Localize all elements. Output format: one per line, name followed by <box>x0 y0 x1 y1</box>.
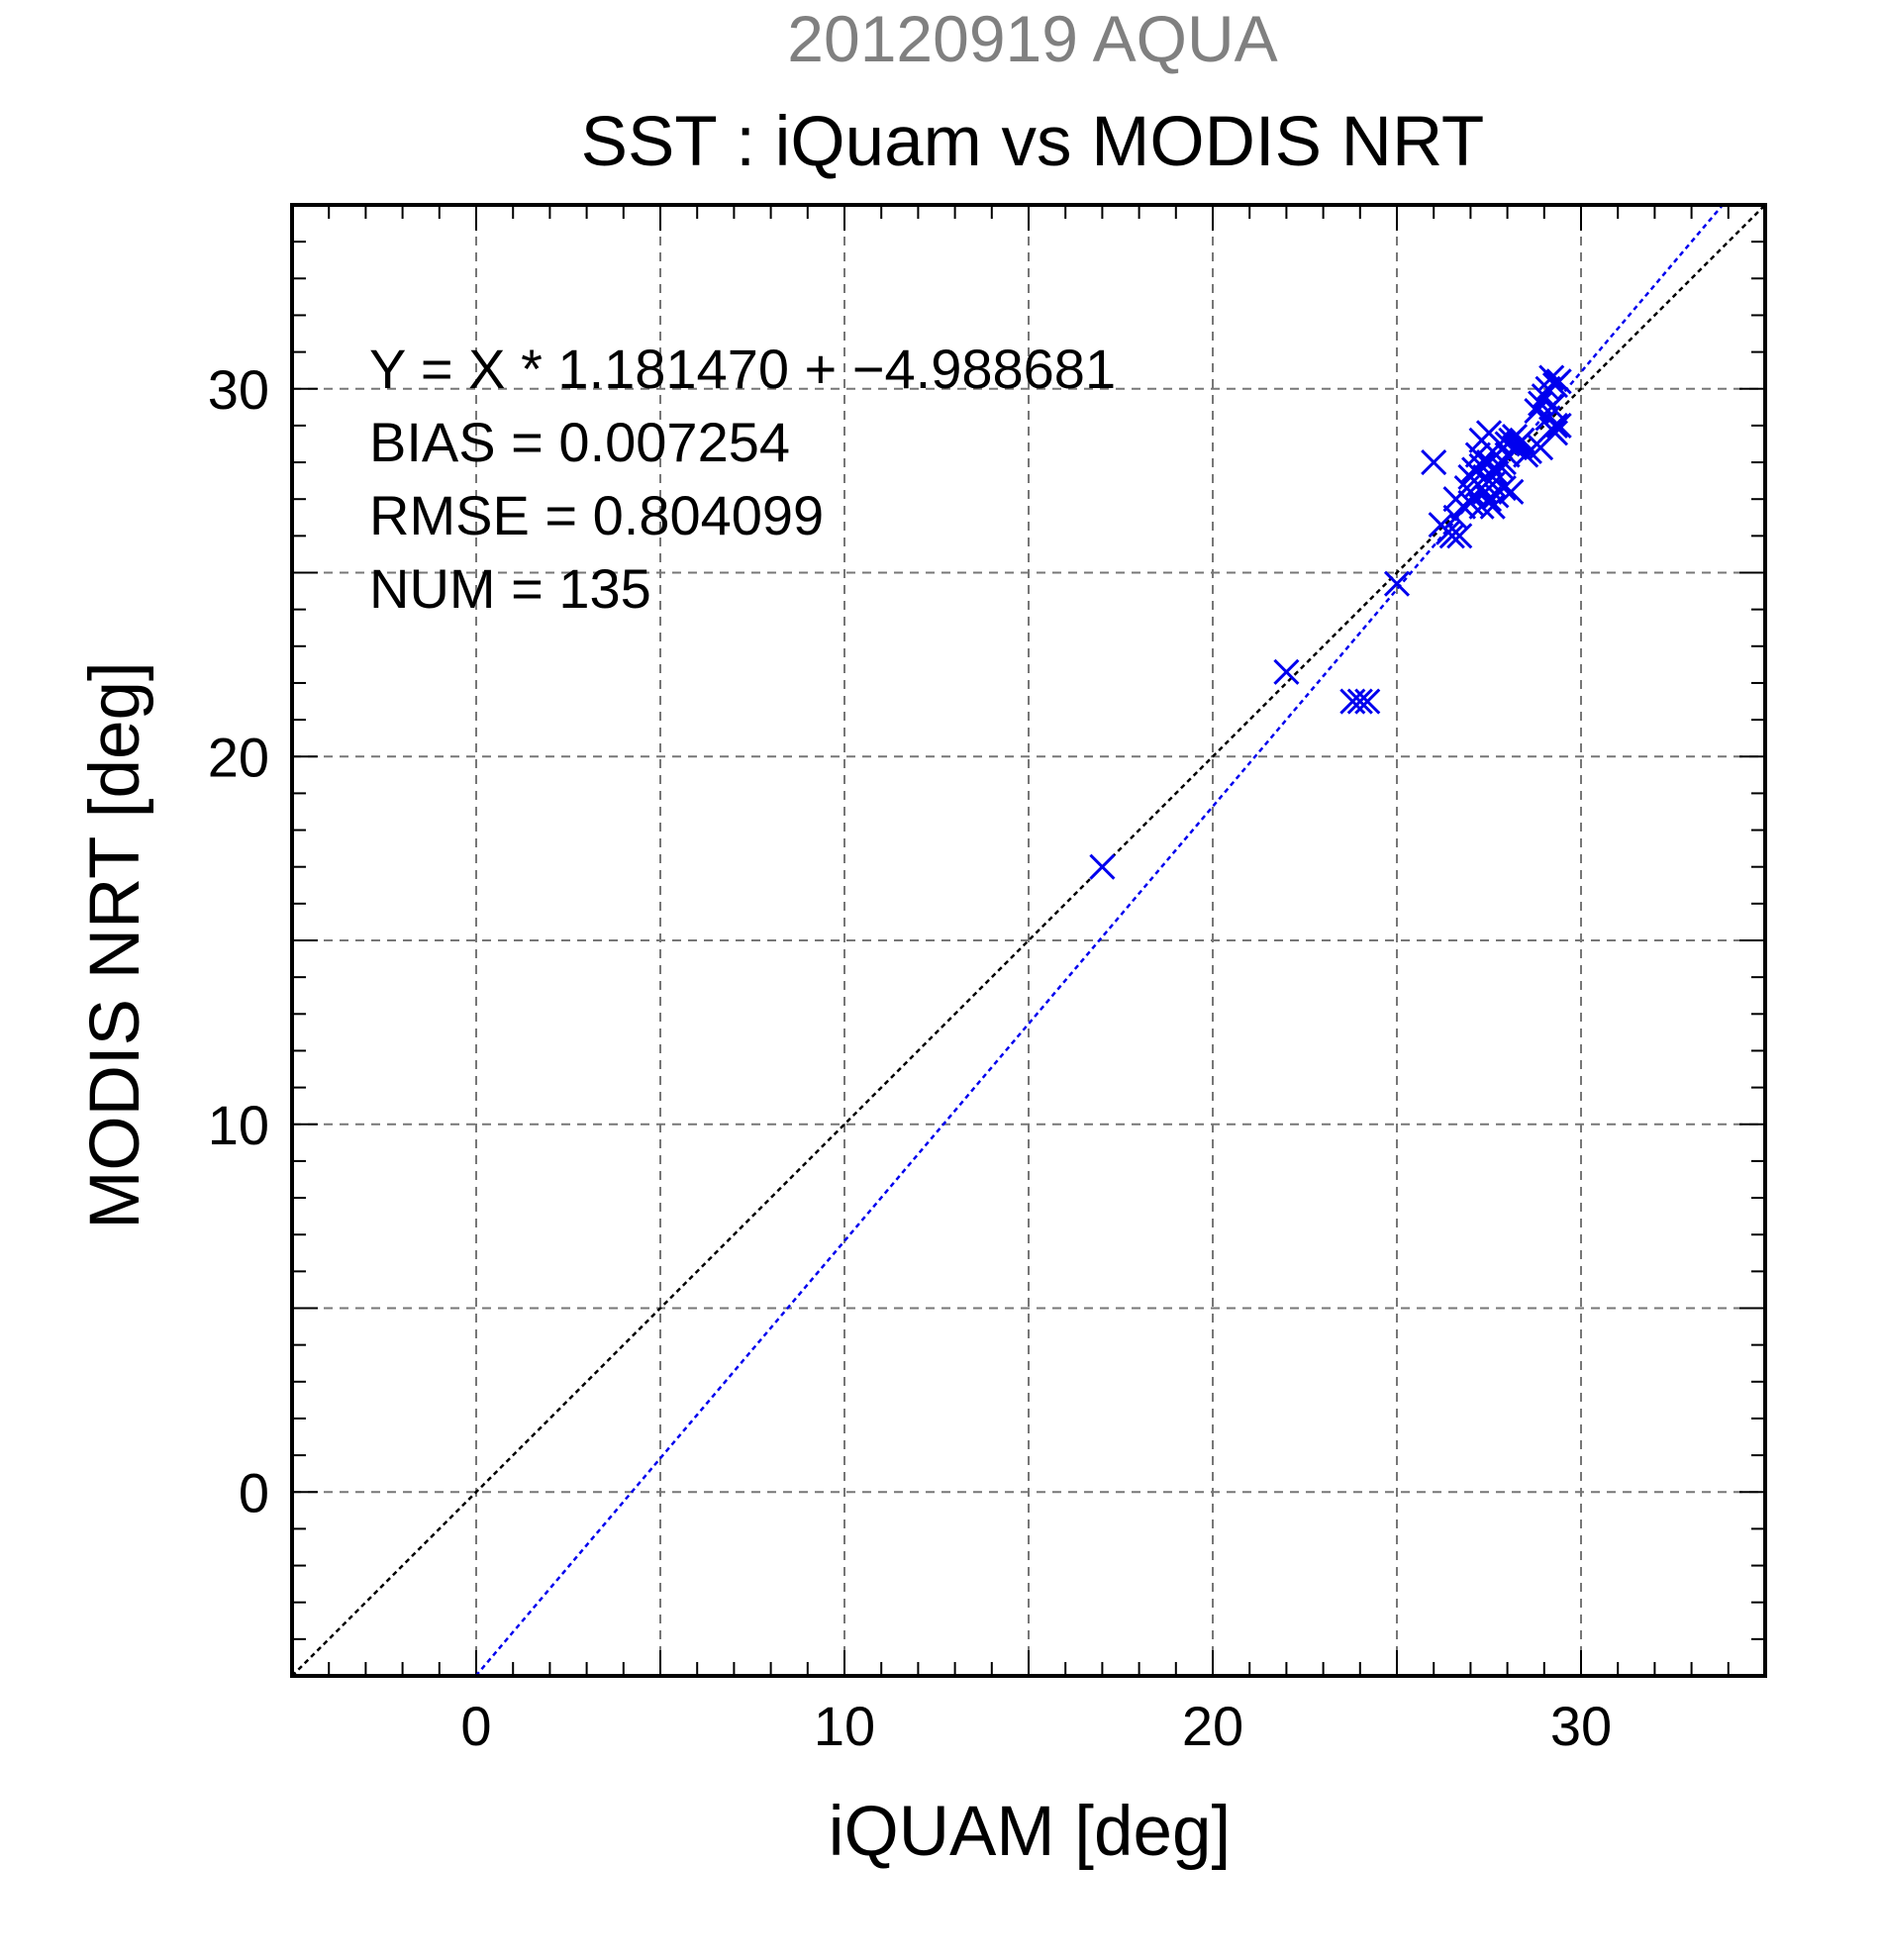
data-point <box>1346 688 1373 715</box>
data-point <box>1490 474 1517 502</box>
data-point <box>1509 427 1535 453</box>
x-tick-label: 30 <box>1550 1695 1612 1757</box>
data-point <box>1383 570 1411 597</box>
y-tick-label: 20 <box>208 726 269 788</box>
data-point <box>1089 853 1116 880</box>
data-point <box>1541 420 1569 446</box>
data-point <box>1354 688 1381 715</box>
data-point <box>1524 397 1550 425</box>
x-axis-label: iQUAM [deg] <box>829 1793 1231 1871</box>
x-tick-label: 0 <box>460 1695 491 1757</box>
rmse-label: RMSE = 0.804099 <box>369 484 824 546</box>
y-tick-label: 10 <box>208 1094 269 1156</box>
x-tick-labels: 0 10 20 30 <box>460 1695 1612 1757</box>
y-axis-label: MODIS NRT [deg] <box>76 661 154 1228</box>
chart-supertitle: 20120919 AQUA <box>787 2 1277 75</box>
stats-annotation: Y = X * 1.181470 + −4.988681 BIAS = 0.00… <box>369 338 1116 620</box>
x-tick-label: 10 <box>814 1695 875 1757</box>
x-tick-label: 20 <box>1182 1695 1243 1757</box>
axis-ticks <box>292 205 1765 1676</box>
chart-title: SST : iQuam vs MODIS NRT <box>581 103 1485 181</box>
data-point <box>1538 394 1565 421</box>
data-point <box>1498 478 1525 505</box>
y-tick-label: 0 <box>239 1461 269 1523</box>
data-point <box>1545 368 1572 395</box>
data-points <box>1089 364 1572 880</box>
y-tick-labels: 0 10 20 30 <box>208 358 269 1524</box>
data-point <box>1421 448 1447 476</box>
regression-equation: Y = X * 1.181470 + −4.988681 <box>369 338 1116 400</box>
plot-frame <box>290 203 1767 1678</box>
data-point <box>1273 658 1300 685</box>
data-point <box>1475 486 1503 513</box>
data-point <box>1545 412 1572 439</box>
data-point <box>1483 460 1510 487</box>
data-point <box>1538 364 1565 391</box>
bias-label: BIAS = 0.007254 <box>369 411 790 473</box>
grid <box>292 205 1765 1676</box>
y-tick-label: 30 <box>208 358 269 421</box>
data-point <box>1446 523 1473 549</box>
num-label: NUM = 135 <box>369 557 651 620</box>
